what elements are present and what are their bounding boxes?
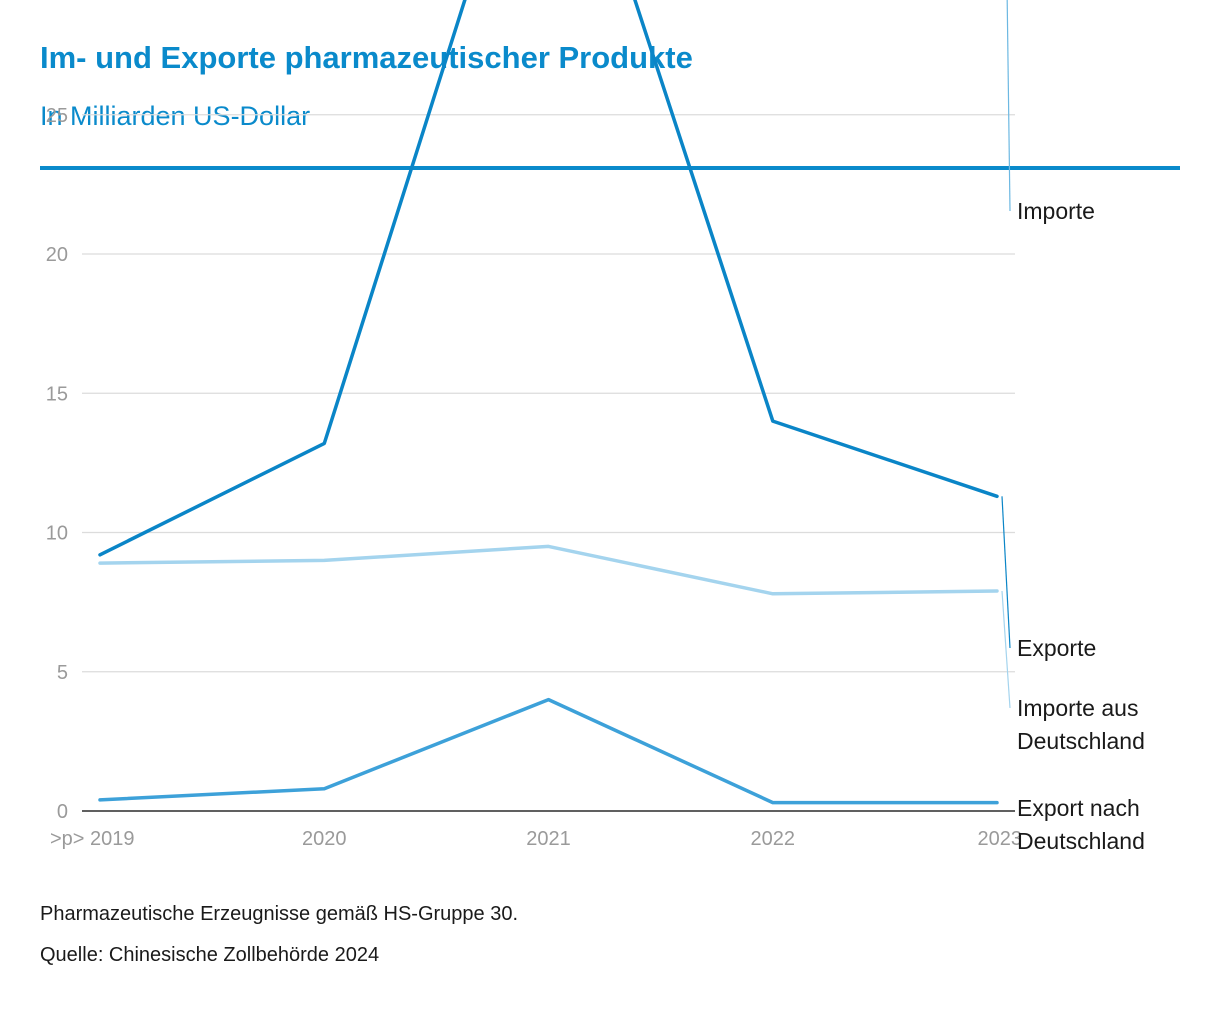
label-leader-line [1001,590,1011,709]
title-divider [40,166,1180,170]
series-lines [98,0,999,805]
y-tick-label: 0 [57,801,68,823]
x-tick-label: 2022 [751,828,796,850]
x-tick-label: 2023 [978,828,1023,850]
chart-subtitle: In Milliarden US-Dollar [40,101,311,131]
series-labels: Importe Exporte Importe aus Deutschland Expo… [1001,0,1145,854]
series-label: Deutschland [1017,828,1145,854]
gridlines [82,114,1015,812]
y-tick-label: 5 [57,662,68,684]
y-tick-label: 20 [46,244,68,266]
chart-source: Quelle: Chinesische Zollbehörde 2024 [40,944,380,966]
series-label: Importe aus [1017,695,1138,721]
series-label: Export nach [1017,795,1140,821]
x-tick-label: 2021 [526,828,571,850]
y-tick-label: 25 [46,105,68,127]
series-line [98,0,999,557]
x-tick-label: >p> 2019 [50,828,135,850]
series-line [98,544,999,596]
label-leader-line [1001,496,1011,649]
series-label: Deutschland [1017,728,1145,754]
series-label: Importe [1017,198,1095,224]
series-line [98,697,999,805]
x-axis-ticks: >p> 2019 2020 2021 2022 2023 [50,828,1022,850]
y-axis-ticks: 0510152025303540 [46,105,68,823]
chart-title: Im- und Exporte pharmazeutischer Produkt… [40,40,693,75]
x-tick-label: 2020 [302,828,347,850]
y-tick-label: 10 [46,523,68,545]
y-tick-label: 15 [46,383,68,405]
series-label: Exporte [1017,635,1096,661]
label-leader-line [1006,0,1011,212]
chart-footnote: Pharmazeutische Erzeugnisse gemäß HS-Gru… [40,903,519,925]
